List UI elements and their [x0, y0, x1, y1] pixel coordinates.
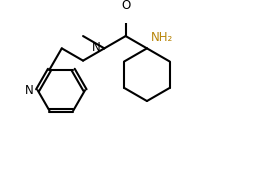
Text: N: N — [92, 41, 101, 54]
Text: NH₂: NH₂ — [150, 31, 173, 44]
Text: O: O — [121, 0, 130, 12]
Text: N: N — [24, 84, 33, 97]
